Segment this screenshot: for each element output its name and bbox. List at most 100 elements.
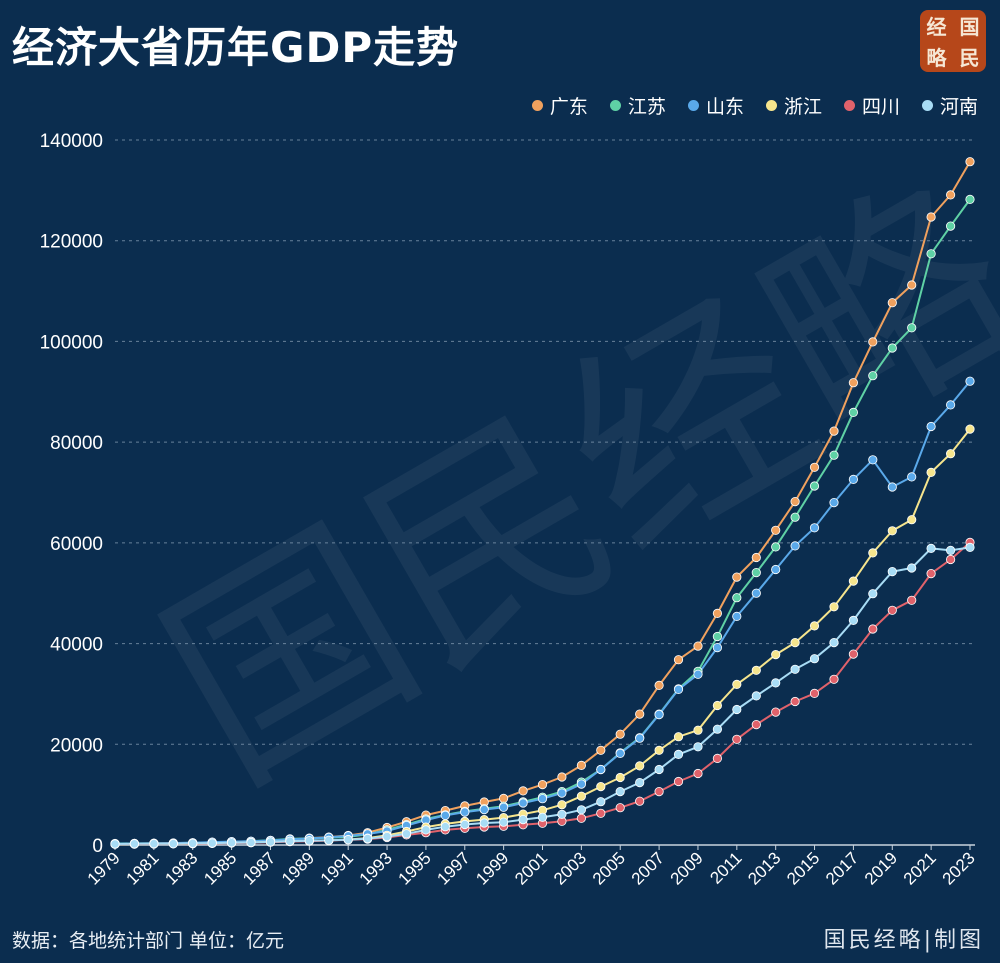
data-point-3 [809,621,820,631]
data-point-0 [673,655,684,665]
legend-dot [843,100,855,111]
data-point-0 [907,280,917,290]
logo-char: 经 [926,15,947,39]
x-tick-label: 2013 [744,848,784,888]
data-point-2 [440,810,450,821]
series-line-1 [114,198,971,845]
data-point-5 [868,589,878,599]
data-point-0 [498,793,509,804]
data-point-0 [887,298,897,308]
data-point-2 [557,788,567,798]
data-point-5 [343,835,353,845]
data-point-5 [732,704,742,715]
data-point-0 [732,572,742,582]
data-point-5 [615,786,625,797]
data-point-3 [945,449,956,459]
data-point-4 [907,595,917,605]
data-point-0 [518,786,528,796]
data-point-2 [926,421,936,432]
x-tick-label: 2009 [667,848,707,888]
data-point-5 [926,543,936,554]
data-point-5 [440,822,450,832]
data-point-3 [673,732,684,742]
y-tick-label: 100000 [40,332,103,353]
chart-title: 经济大省历年GDP走势 [12,23,460,72]
data-point-4 [945,554,956,565]
logo-char: 国 [959,15,980,39]
data-point-4 [829,674,839,684]
data-point-3 [907,515,917,525]
x-tick-label: 2015 [783,848,823,888]
x-tick-label: 1993 [356,848,396,888]
data-point-2 [809,523,820,533]
data-point-5 [460,819,470,830]
data-point-5 [654,764,664,775]
data-point-5 [207,838,217,848]
data-point-2 [965,376,975,386]
data-point-4 [926,568,936,579]
data-point-5 [965,542,975,553]
x-tick-label: 2001 [511,848,551,888]
data-point-0 [790,496,800,507]
data-point-2 [596,764,606,775]
source-note: 数据：各地统计部门 单位：亿元 [12,930,285,952]
data-point-1 [887,343,897,353]
data-point-4 [654,786,664,797]
data-point-0 [693,641,703,651]
data-point-2 [829,497,839,508]
data-point-1 [926,249,936,259]
data-point-3 [576,791,587,801]
data-point-0 [868,337,878,347]
x-tick-label: 2021 [900,848,940,888]
data-point-5 [907,563,917,573]
data-point-5 [149,839,159,849]
data-point-5 [227,838,237,848]
data-point-2 [479,804,489,815]
legend-label: 广东 [549,96,588,118]
legend-item-henan[interactable]: 河南 [921,92,978,119]
legend-dot [609,100,621,111]
x-tick-label: 2003 [550,848,590,888]
y-tick-label: 120000 [40,232,103,253]
legend-dot [921,100,933,111]
data-point-0 [926,212,936,222]
data-point-1 [868,371,878,381]
data-point-0 [615,729,625,739]
x-tick-label: 1997 [433,848,473,888]
x-tick-label: 1991 [317,848,357,888]
legend-item-guangdong[interactable]: 广东 [531,92,588,119]
data-point-0 [654,680,664,691]
data-point-4 [635,796,645,806]
data-point-2 [693,669,703,679]
chart-legend: 广东 江苏 山东 浙江 四川 河南 [531,92,978,119]
legend-item-jiangsu[interactable]: 江苏 [609,92,666,119]
legend-item-zhejiang[interactable]: 浙江 [765,92,822,119]
legend-item-sichuan[interactable]: 四川 [843,92,900,119]
data-point-3 [557,800,567,810]
data-point-4 [596,808,606,818]
data-point-5 [771,678,781,688]
data-point-1 [790,512,800,522]
data-point-5 [285,836,295,846]
data-point-5 [129,839,139,849]
data-point-3 [712,700,723,711]
data-point-1 [712,631,723,642]
data-point-2 [887,482,897,492]
data-point-5 [537,812,548,822]
data-point-5 [809,654,820,664]
data-point-4 [732,734,742,744]
data-point-1 [829,450,839,460]
data-point-0 [557,772,567,782]
legend-dot [531,100,543,111]
data-point-5 [168,839,178,849]
data-point-0 [829,426,839,436]
data-point-2 [751,588,761,598]
x-tick-label: 2007 [628,848,668,888]
legend-item-shandong[interactable]: 山东 [687,92,744,119]
legend-label: 四川 [861,96,900,118]
data-point-0 [751,552,761,563]
data-point-4 [693,768,703,779]
data-point-0 [848,378,859,388]
data-point-2 [868,455,878,465]
data-point-0 [771,525,781,535]
